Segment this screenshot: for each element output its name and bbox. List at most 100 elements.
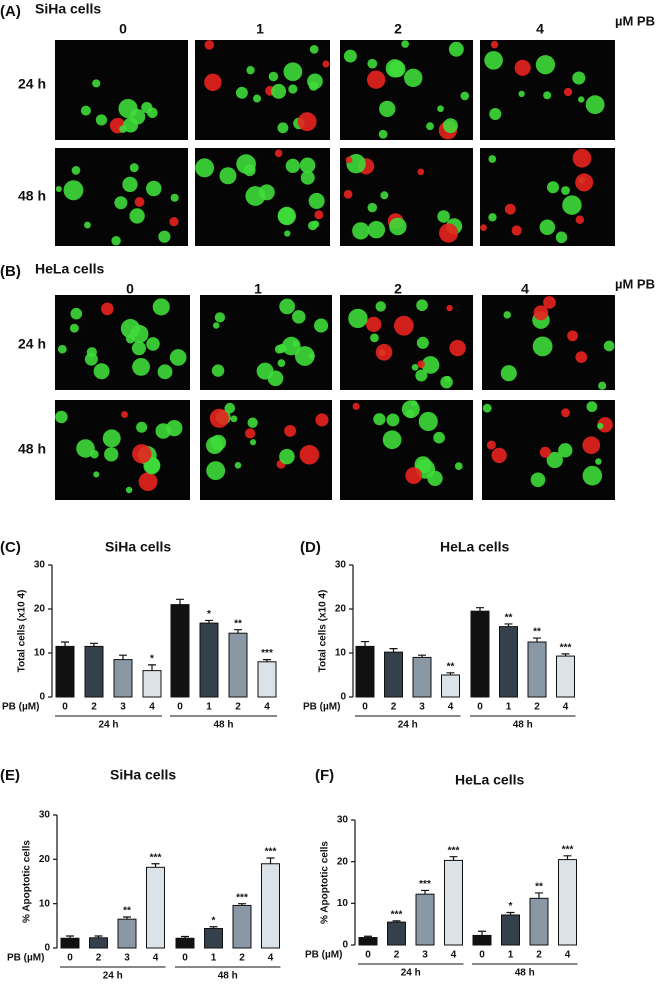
cell [352,402,360,410]
panel-label: (A) [0,3,21,20]
error-bar [561,653,570,657]
cell [443,118,458,134]
error-bar [205,619,213,624]
cell [249,439,257,446]
error-bar [506,911,515,915]
cell [558,443,573,458]
group-label: 48 h [218,971,238,982]
cell [125,486,133,494]
significance: * [212,915,216,926]
cell [205,436,224,455]
bar [558,859,577,946]
bar [556,655,575,698]
cell [309,45,319,54]
cell [555,231,568,243]
dose-label: 4 [536,21,544,37]
cell [480,224,487,232]
y-tick-label: 0 [340,692,346,703]
y-axis-label: Total cells (x10 4) [17,590,28,673]
error-bar [119,654,127,660]
cell [444,375,451,383]
x-tick-label: 3 [124,953,130,964]
error-bar [151,863,160,868]
cell [546,181,560,194]
x-tick-label: 2 [534,702,540,713]
y-tick-label: 0 [44,943,50,954]
cell [598,381,607,390]
cell [292,310,306,324]
bar [527,641,547,698]
unit-label: µM PB [615,13,655,28]
x-tick-label: 1 [508,950,514,961]
cell [195,158,215,178]
dose-label: 1 [256,21,264,37]
cell [297,112,317,132]
time-label: 48 h [18,441,46,457]
cell [169,349,187,366]
cell [345,156,353,164]
panel-title: HeLa cells [35,261,104,277]
cell [416,299,428,312]
error-bar [209,926,218,929]
x-tick-label: 2 [394,950,400,961]
cell [104,447,119,462]
x-tick-label: 0 [67,953,73,964]
group-label: 48 h [213,720,233,731]
significance: ** [447,661,455,672]
cell [366,316,382,333]
cell [118,98,138,119]
cell [141,101,153,114]
time-label: 24 h [18,76,46,92]
bar [170,604,190,698]
cell [138,472,158,492]
cell [370,333,379,343]
y-tick-label: 0 [342,940,348,951]
significance: ** [505,613,513,624]
error-bar [66,935,74,939]
cell [539,446,551,458]
cell [380,191,389,200]
cell [315,413,329,427]
bar [113,659,133,698]
cell [411,363,419,371]
cell [253,94,262,103]
error-bar [478,930,486,936]
dose-label: 1 [254,281,262,297]
cell [122,176,138,193]
error-bar [421,889,429,895]
error-bar [90,642,98,647]
cell [386,413,400,427]
cell [129,163,139,173]
cell [575,173,594,192]
cell [283,62,303,82]
x-tick-label: 4 [563,702,569,713]
cell [299,444,320,465]
cell [421,356,440,374]
cell [166,419,183,437]
cell [484,51,503,70]
cell [308,220,318,231]
significance: *** [261,648,273,659]
y-tick-label: 10 [39,898,51,909]
y-tick-label: 30 [337,815,349,826]
cell [546,451,563,469]
cell [511,225,522,236]
cell [375,343,393,361]
bar [358,937,378,946]
cell [503,311,511,319]
cell [543,91,552,100]
bar [470,610,490,698]
cell [224,402,236,414]
error-bar [266,857,275,864]
dose-label: 4 [521,281,529,297]
cell [285,158,300,174]
cell [271,83,287,99]
cell [277,122,289,134]
panel-label: (F) [315,767,334,784]
dose-label: 2 [394,21,402,37]
y-axis-label: % Apoptotic cells [22,840,33,923]
y-tick-label: 20 [335,604,347,615]
cell [572,71,586,85]
bar [84,645,104,698]
error-bar [263,659,271,662]
